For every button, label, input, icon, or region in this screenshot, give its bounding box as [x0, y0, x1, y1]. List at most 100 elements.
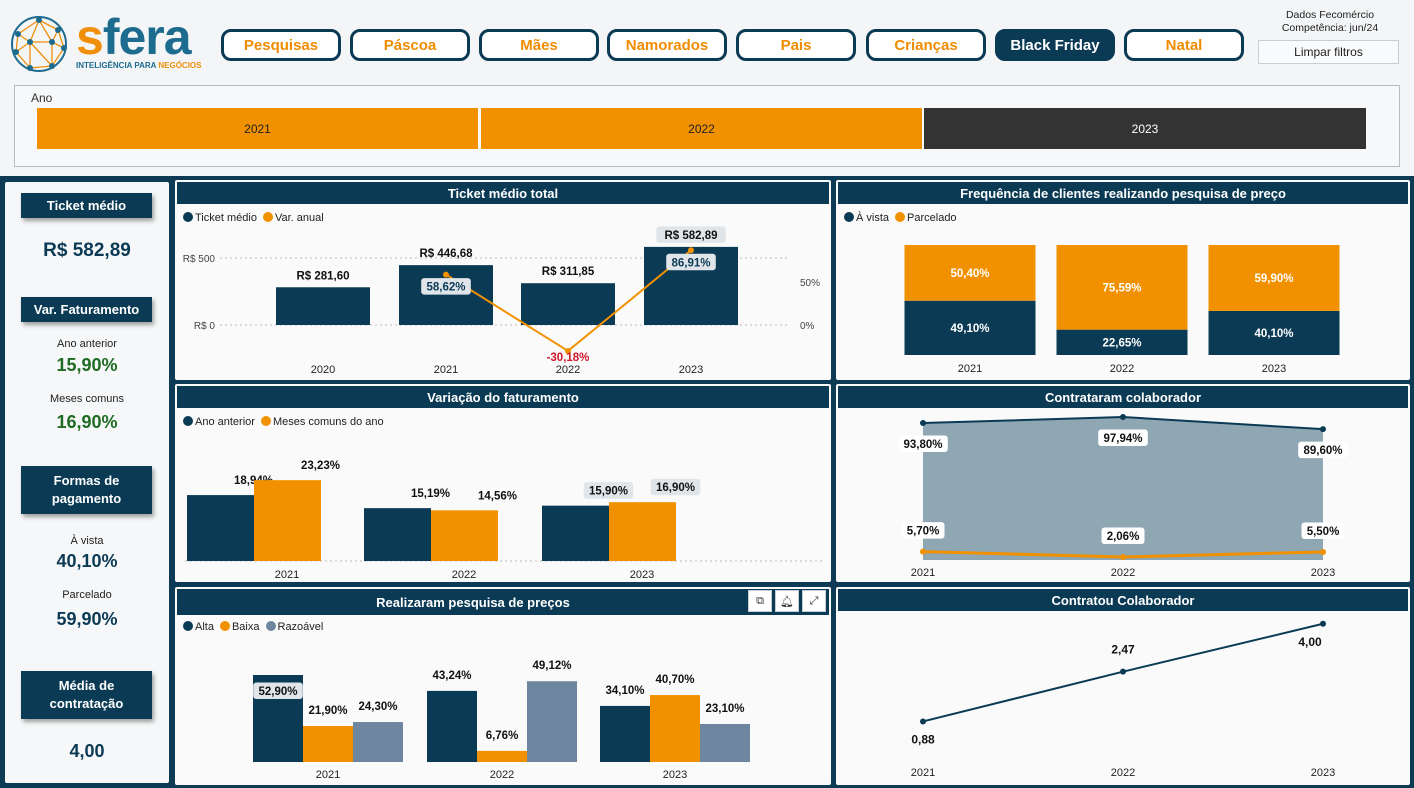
- pesquisa-label-baixa-2022: 6,76%: [486, 730, 519, 742]
- freq-label-avista-2021: 49,10%: [950, 323, 989, 335]
- contrataram-label-nao-2022: 2,06%: [1107, 531, 1140, 543]
- contrataram-label-sim-2021-bg: [898, 435, 948, 453]
- clear-filters-button[interactable]: Limpar filtros: [1258, 40, 1399, 64]
- nav-tab-black-friday[interactable]: Black Friday: [995, 29, 1115, 61]
- media-contratacao-title-line1: Média de: [58, 678, 115, 693]
- contrataram-label-sim-2022-bg: [1098, 429, 1148, 447]
- year-option-2022[interactable]: 2022: [481, 108, 922, 149]
- ticket-bar-2020: [276, 287, 370, 325]
- var-label-meses-comuns-2023: 16,90%: [656, 482, 695, 494]
- freq-legend: À vista Parcelado: [844, 212, 959, 224]
- nav-tab-pesquisas[interactable]: Pesquisas: [221, 29, 341, 61]
- ticket-bar-label-2021: R$ 446,68: [419, 248, 473, 260]
- pesquisa-x-tick-2021: 2021: [316, 769, 340, 781]
- contratou-label-2021: 0,88: [911, 732, 935, 746]
- legend-ticket-medio: Ticket médio: [183, 212, 257, 224]
- variacao-panel-title: Variação do faturamento: [177, 386, 829, 408]
- var-bar-ano-anterior-2021: [187, 495, 254, 561]
- contrataram-panel-title: Contrataram colaborador: [838, 386, 1408, 408]
- year-slicer-title: Ano: [31, 91, 53, 105]
- pesquisa-label-alta-2022: 43,24%: [432, 670, 471, 682]
- freq-x-tick-2022: 2022: [1110, 363, 1134, 375]
- frequencia-panel: Frequência de clientes realizando pesqui…: [836, 180, 1410, 380]
- contratou-x-tick-2022: 2022: [1111, 767, 1135, 779]
- var-faturamento-title: Var. Faturamento: [21, 297, 152, 322]
- media-contratacao-value: 4,00: [69, 741, 105, 761]
- contrataram-x-tick-2021: 2021: [911, 567, 935, 579]
- contrataram-label-sim-2022: 97,94%: [1103, 433, 1142, 445]
- pesquisa-bar-alta-2022: [427, 690, 477, 762]
- year-option-2023[interactable]: 2023: [924, 108, 1366, 149]
- competencia: Competência: jun/24: [1281, 22, 1379, 34]
- pesquisa-bar-baixa-2022: [477, 750, 527, 762]
- frequencia-chart: 49,10% 50,40% 2021 22,65% 75,59% 2022 40,10% 59…: [904, 245, 1340, 375]
- contratou-label-2022: 2,47: [1111, 643, 1135, 657]
- var-label-ano-anterior-2023-bg: [583, 482, 634, 499]
- ticket-bar-label-2023: R$ 582,89: [664, 230, 717, 242]
- formas-pagamento-title: Formas de pagamento: [21, 466, 152, 514]
- var-anual-label-2023-bg: [666, 253, 716, 271]
- pesquisa-label-alta-2023: 34,10%: [605, 685, 644, 697]
- expand-icon[interactable]: ⤢: [802, 590, 826, 612]
- pesquisa-label-razoavel-2023: 23,10%: [705, 703, 744, 715]
- pesquisa-x-tick-2023: 2023: [663, 769, 687, 781]
- contrataram-x-tick-2022: 2022: [1111, 567, 1135, 579]
- parcelado-value: 59,90%: [56, 609, 118, 629]
- ticket-x-tick-2023: 2023: [679, 364, 703, 376]
- ticket-y2-tick-50: 50%: [800, 278, 820, 289]
- ticket-medio-chart: R$ 0 R$ 500 0% 50% R$ 281,60 2020 R$ 446,68 202…: [183, 226, 820, 376]
- legend-alta: Alta: [183, 621, 214, 633]
- contratou-panel-title: Contratou Colaborador: [838, 589, 1408, 611]
- ticket-medio-value: R$ 582,89: [43, 240, 131, 261]
- freq-label-parcelado-2021: 50,40%: [950, 268, 989, 280]
- ticket-medio-panel: Ticket médio total Ticket médio Var. anu…: [175, 180, 831, 380]
- nav-tab-m-es[interactable]: Mães: [479, 29, 599, 61]
- bell-icon[interactable]: 🔔︎: [775, 590, 799, 612]
- contratou-x-tick-2023: 2023: [1311, 767, 1335, 779]
- formas-pagamento-title-line2: pagamento: [51, 491, 122, 506]
- freq-label-parcelado-2022: 75,59%: [1102, 282, 1141, 294]
- ticket-x-tick-2021: 2021: [434, 364, 458, 376]
- pesquisa-label-baixa-2021: 21,90%: [308, 705, 347, 717]
- var-anual-label-2021: 58,62%: [426, 282, 465, 294]
- contratou-point-2021: [920, 718, 926, 725]
- var-x-tick-2023: 2023: [630, 569, 654, 581]
- freq-x-tick-2021: 2021: [958, 363, 982, 375]
- contrataram-point-nao-2023: [1320, 548, 1326, 555]
- ticket-y2-tick-0: 0%: [800, 321, 815, 332]
- legend-parcelado: Parcelado: [895, 212, 957, 224]
- pesquisa-legend: Alta Baixa Razoável: [183, 621, 325, 633]
- year-option-2021[interactable]: 2021: [37, 108, 478, 149]
- data-source: Dados Fecomércio: [1285, 9, 1375, 21]
- var-anual-point-2023: [688, 247, 694, 254]
- contrataram-panel: Contrataram colaborador 93,80% 97,94% 89,6…: [836, 384, 1410, 582]
- contrataram-label-nao-2021-bg: [901, 522, 945, 539]
- ticket-bar-label-2020: R$ 281,60: [296, 270, 349, 282]
- nav-tab-p-scoa[interactable]: Páscoa: [350, 29, 470, 61]
- logo-tagline: INTELIGÊNCIA PARA NEGÓCIOS: [76, 61, 202, 70]
- var-bar-meses-comuns-2021: [254, 480, 321, 561]
- freq-bar-parcelado-2023: [1208, 245, 1340, 311]
- freq-bar-avista-2022: [1056, 329, 1188, 355]
- media-contratacao-title-line2: contratação: [49, 696, 124, 711]
- ticket-bar-2022: [521, 283, 615, 325]
- contratou-point-2022: [1120, 668, 1126, 675]
- nav-tab-pais[interactable]: Pais: [736, 29, 856, 61]
- pesquisa-label-razoavel-2021: 24,30%: [358, 701, 397, 713]
- ticket-medio-title: Ticket médio: [21, 193, 152, 218]
- contratou-chart: 0,88 2021 2,47 2022 4,00 2023: [911, 620, 1335, 779]
- copy-icon[interactable]: ⧉: [748, 590, 772, 612]
- nav-tab-namorados[interactable]: Namorados: [607, 29, 727, 61]
- freq-bar-parcelado-2021: [904, 245, 1036, 301]
- pesquisa-bar-baixa-2023: [650, 695, 700, 762]
- var-bar-ano-anterior-2022: [364, 508, 431, 561]
- ticket-y-tick-0: R$ 0: [194, 321, 216, 332]
- nav-tab-natal[interactable]: Natal: [1124, 29, 1244, 61]
- var-anual-point-2021: [443, 271, 449, 278]
- nav-tab-crian-as[interactable]: Crianças: [866, 29, 986, 61]
- top-bar: sfera INTELIGÊNCIA PARA NEGÓCIOS Pesquis…: [0, 0, 1414, 176]
- var-label-ano-anterior-2023: 15,90%: [589, 486, 628, 498]
- ticket-bar-label-2023-bg: [656, 226, 726, 243]
- contrataram-point-nao-2021: [920, 548, 926, 555]
